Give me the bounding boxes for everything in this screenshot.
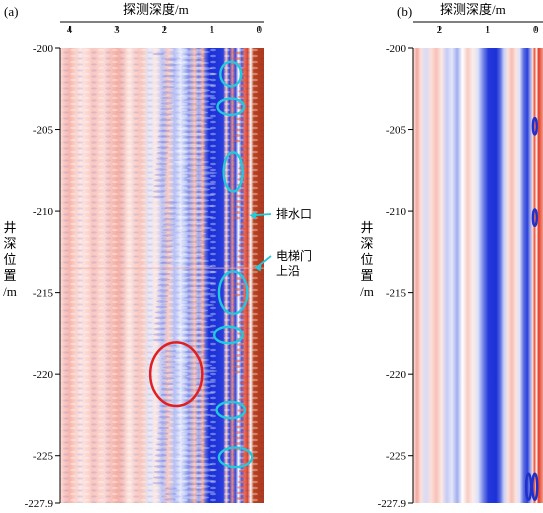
marked-region <box>215 400 247 420</box>
y-tick-label: -227.9 <box>378 498 407 510</box>
y-tick-label: -210 <box>33 206 54 218</box>
y-tick-label: -210 <box>386 206 407 218</box>
y-axis-title-char: 深 <box>3 236 16 251</box>
y-axis-title-char: 位 <box>3 252 16 267</box>
arrow-head-icon <box>249 211 257 220</box>
panel-b-xlabel: 探测深度/m <box>440 2 506 17</box>
y-axis-title-char: /m <box>360 284 374 299</box>
panel-b-heatmap <box>413 48 543 503</box>
y-axis-title-char: 深 <box>360 236 373 251</box>
y-axis-title-char: 置 <box>360 268 373 283</box>
annotation-label-line2: 上沿 <box>276 264 300 278</box>
x-tick-label: 4 <box>67 24 73 36</box>
panel-b-label: (b) <box>397 4 412 19</box>
x-tick-label: 0 <box>257 24 263 36</box>
y-tick-label: -215 <box>386 288 407 300</box>
y-axis-title-char: /m <box>3 284 17 299</box>
panel-a-xlabel: 探测深度/m <box>123 2 189 17</box>
y-tick-label: -220 <box>33 369 54 381</box>
arrow-head-icon <box>254 263 262 272</box>
x-tick-label: 3 <box>114 24 120 36</box>
marked-region <box>531 472 539 501</box>
y-tick-label: -215 <box>33 288 54 300</box>
annotation-label: 电梯门 <box>276 248 312 263</box>
y-axis-title-char: 井 <box>360 220 373 235</box>
panel-b-field <box>413 48 543 503</box>
marked-region <box>216 97 246 117</box>
y-tick-label: -205 <box>33 125 54 137</box>
panel-a-axes: 4 3 2 1 0 -200 -205 -210 -215 -220 -225 -227.9 <box>25 21 264 510</box>
marked-region <box>217 446 254 469</box>
y-axis-title-char: 井 <box>3 220 16 235</box>
x-tick-label: 2 <box>162 24 168 36</box>
panel-a-label: (a) <box>4 4 18 19</box>
marked-regions <box>148 60 539 501</box>
y-tick-label: -220 <box>386 369 407 381</box>
y-axis-title-char: 置 <box>3 268 16 283</box>
y-tick-label: -200 <box>386 43 407 55</box>
y-tick-label: -200 <box>33 43 54 55</box>
y-tick-label: -227.9 <box>25 498 54 510</box>
panel-a-texture <box>60 48 264 503</box>
marked-region <box>531 116 538 136</box>
x-tick-label: 1 <box>485 24 491 36</box>
marked-region <box>212 325 244 345</box>
panel-a-heatmap <box>60 48 264 503</box>
x-tick-label: 0 <box>533 24 539 36</box>
y-axis-title-char: 位 <box>360 252 373 267</box>
annotation-label: 排水口 <box>276 207 312 221</box>
panel-b-axes: 2 1 0 -200 -205 -210 -215 -220 -225 -227.9 <box>378 21 543 510</box>
marked-region <box>148 341 204 408</box>
marked-region <box>531 208 538 227</box>
marked-region <box>524 472 533 501</box>
marked-region <box>222 151 244 193</box>
marked-region <box>219 60 243 88</box>
y-tick-label: -225 <box>33 451 54 463</box>
y-tick-label: -205 <box>386 125 407 137</box>
x-tick-label: 2 <box>437 24 443 36</box>
marked-region <box>217 270 249 316</box>
x-tick-label: 1 <box>209 24 215 36</box>
y-tick-label: -225 <box>386 451 407 463</box>
